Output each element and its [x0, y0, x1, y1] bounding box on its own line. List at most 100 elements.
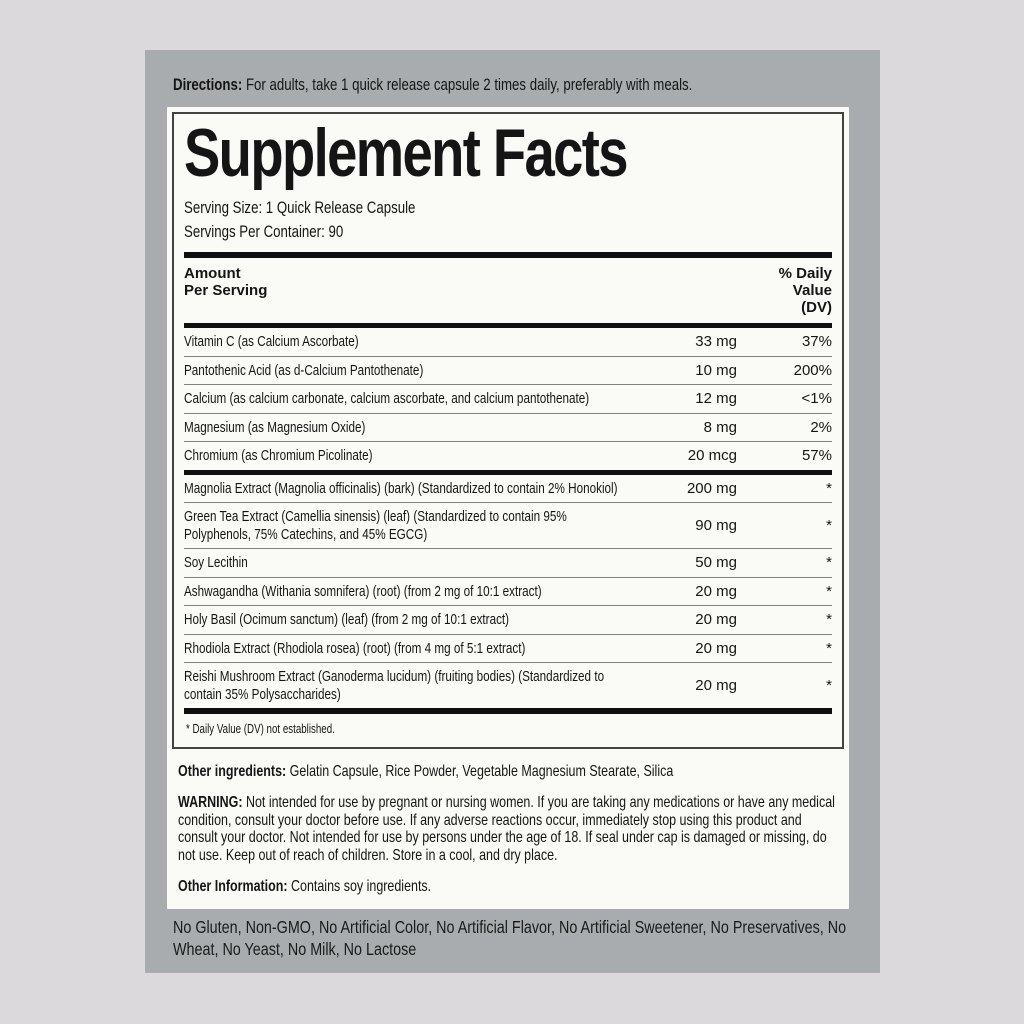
ingredient-name-cell: Holy Basil (Ocimum sanctum) (leaf) (from…	[184, 611, 632, 629]
thick-divider-header	[184, 323, 832, 328]
ingredient-name: Chromium (as Chromium Picolinate)	[184, 447, 373, 464]
directions-label: Directions:	[173, 75, 243, 94]
other-information-paragraph: Other Information: Contains soy ingredie…	[178, 876, 838, 897]
other-information-label: Other Information:	[178, 878, 288, 895]
ingredient-name: Soy Lecithin	[184, 554, 248, 571]
table-row: Chromium (as Chromium Picolinate) 20 mcg…	[184, 441, 832, 470]
header-dv-line2: Value	[792, 282, 832, 299]
ingredient-dv: *	[826, 582, 832, 600]
table-row: Green Tea Extract (Camellia sinensis) (l…	[184, 502, 832, 548]
table-row: Pantothenic Acid (as d-Calcium Pantothen…	[184, 355, 832, 385]
ingredient-dv: 37%	[801, 333, 832, 351]
ingredient-name: Magnesium (as Magnesium Oxide)	[184, 418, 366, 436]
ingredient-name: Ashwagandha (Withania somnifera) (root) …	[184, 582, 542, 600]
ingredient-name-cell: Pantothenic Acid (as d-Calcium Pantothen…	[184, 362, 632, 380]
ingredient-dv: 2%	[810, 418, 832, 436]
ingredient-amount: 12 mg	[695, 390, 737, 408]
ingredient-name-cell: Magnolia Extract (Magnolia officinalis) …	[184, 480, 632, 498]
dv-footnote-text: * Daily Value (DV) not established.	[186, 722, 335, 736]
ingredient-name-cell: Rhodiola Extract (Rhodiola rosea) (root)…	[184, 640, 632, 658]
warning-text: Not intended for use by pregnant or nurs…	[178, 794, 835, 864]
ingredient-dv: *	[826, 517, 832, 534]
table-row: Soy Lecithin 50 mg *	[184, 548, 832, 577]
supplement-facts-box: Supplement Facts Serving Size: 1 Quick R…	[172, 112, 844, 749]
ingredient-name-cell: Soy Lecithin	[184, 554, 632, 572]
ingredient-amount: 10 mg	[695, 361, 737, 379]
ingredient-name-cell: Ashwagandha (Withania somnifera) (root) …	[184, 583, 632, 601]
supplement-facts-title: Supplement Facts	[184, 115, 832, 191]
other-ingredients-paragraph: Other ingredients: Gelatin Capsule, Rice…	[178, 761, 838, 782]
daily-value-header: % Daily Value (DV)	[779, 265, 832, 316]
ingredient-dv: 200%	[793, 361, 832, 379]
ingredient-name-cell: Chromium (as Chromium Picolinate)	[184, 447, 632, 465]
ingredient-name-cell: Vitamin C (as Calcium Ascorbate)	[184, 333, 632, 351]
directions-line: Directions: For adults, take 1 quick rel…	[173, 74, 852, 95]
warning-paragraph: WARNING: Not intended for use by pregnan…	[178, 794, 838, 864]
ingredient-name: Holy Basil (Ocimum sanctum) (leaf) (from…	[184, 611, 510, 628]
supplement-label-card: Supplement Facts Serving Size: 1 Quick R…	[167, 107, 849, 909]
table-row: Holy Basil (Ocimum sanctum) (leaf) (from…	[184, 605, 832, 634]
thick-divider-bottom	[184, 708, 832, 714]
ingredient-amount: 50 mg	[695, 554, 737, 572]
thick-divider-top	[184, 252, 832, 258]
table-row: Ashwagandha (Withania somnifera) (root) …	[184, 576, 832, 606]
ingredient-name: Magnolia Extract (Magnolia officinalis) …	[184, 479, 618, 497]
ingredient-dv: *	[826, 479, 832, 497]
table-header: Amount Per Serving % Daily Value (DV)	[184, 258, 832, 323]
table-row: Magnolia Extract (Magnolia officinalis) …	[184, 475, 832, 503]
ingredient-dv: *	[826, 611, 832, 629]
amount-per-serving-header: Amount Per Serving	[184, 265, 267, 316]
ingredient-name-cell: Green Tea Extract (Camellia sinensis) (l…	[184, 508, 632, 543]
supplement-facts-title-text: Supplement Facts	[184, 115, 629, 191]
header-amount-line1: Amount	[184, 265, 241, 282]
ingredient-name-cell: Reishi Mushroom Extract (Ganoderma lucid…	[184, 668, 632, 703]
directions-text: For adults, take 1 quick release capsule…	[242, 75, 693, 94]
warning-line: WARNING: Not intended for use by pregnan…	[178, 794, 838, 864]
thick-divider-middle	[184, 469, 832, 475]
label-panel: Directions: For adults, take 1 quick rel…	[145, 50, 880, 973]
ingredient-name-cell: Magnesium (as Magnesium Oxide)	[184, 419, 632, 437]
warning-label: WARNING:	[178, 794, 243, 811]
ingredient-dv: 57%	[801, 447, 832, 465]
table-row: Calcium (as calcium carbonate, calcium a…	[184, 384, 832, 413]
other-ingredients-label: Other ingredients:	[178, 763, 287, 780]
table-row: Rhodiola Extract (Rhodiola rosea) (root)…	[184, 633, 832, 663]
ingredient-amount: 90 mg	[695, 517, 737, 534]
ingredient-amount: 20 mg	[695, 611, 737, 629]
other-information-line: Other Information: Contains soy ingredie…	[178, 876, 838, 897]
serving-size-text: Serving Size: 1 Quick Release Capsule	[184, 198, 416, 217]
ingredient-amount: 20 mcg	[687, 447, 737, 465]
ingredient-name: Vitamin C (as Calcium Ascorbate)	[184, 333, 359, 350]
claims-paragraph: No Gluten, Non-GMO, No Artificial Color,…	[173, 916, 852, 960]
ingredient-amount: 20 mg	[695, 639, 737, 657]
dv-footnote: * Daily Value (DV) not established.	[184, 714, 832, 747]
ingredient-amount: 20 mg	[695, 582, 737, 600]
ingredient-name: Green Tea Extract (Camellia sinensis) (l…	[184, 508, 567, 543]
ingredient-name: Calcium (as calcium carbonate, calcium a…	[184, 390, 590, 407]
header-amount-line2: Per Serving	[184, 282, 268, 299]
ingredient-name: Rhodiola Extract (Rhodiola rosea) (root)…	[184, 639, 526, 657]
ingredient-name: Pantothenic Acid (as d-Calcium Pantothen…	[184, 361, 424, 379]
other-ingredients-text: Gelatin Capsule, Rice Powder, Vegetable …	[286, 763, 674, 780]
ingredient-dv: *	[826, 677, 832, 694]
other-ingredients-line: Other ingredients: Gelatin Capsule, Rice…	[178, 761, 838, 782]
ingredient-amount: 200 mg	[686, 479, 737, 497]
ingredient-amount: 8 mg	[703, 418, 737, 436]
header-dv-line3: (DV)	[801, 299, 832, 316]
header-dv-line1: % Daily	[778, 265, 832, 282]
ingredient-amount: 20 mg	[695, 677, 737, 694]
table-row: Reishi Mushroom Extract (Ganoderma lucid…	[184, 662, 832, 708]
servings-per-container-line: Servings Per Container: 90	[184, 220, 832, 244]
ingredient-name: Reishi Mushroom Extract (Ganoderma lucid…	[184, 668, 605, 703]
ingredient-group-botanicals: Magnolia Extract (Magnolia officinalis) …	[184, 475, 832, 709]
ingredient-dv: <1%	[801, 390, 832, 408]
ingredient-amount: 33 mg	[695, 333, 737, 351]
ingredient-dv: *	[826, 554, 832, 572]
claims-text: No Gluten, Non-GMO, No Artificial Color,…	[173, 917, 847, 959]
other-information-text: Contains soy ingredients.	[287, 878, 432, 895]
ingredient-dv: *	[826, 639, 832, 657]
servings-per-container-text: Servings Per Container: 90	[184, 222, 344, 241]
table-row: Vitamin C (as Calcium Ascorbate) 33 mg 3…	[184, 328, 832, 356]
directions-paragraph: Directions: For adults, take 1 quick rel…	[145, 50, 880, 95]
ingredient-group-vitamins: Vitamin C (as Calcium Ascorbate) 33 mg 3…	[184, 328, 832, 470]
